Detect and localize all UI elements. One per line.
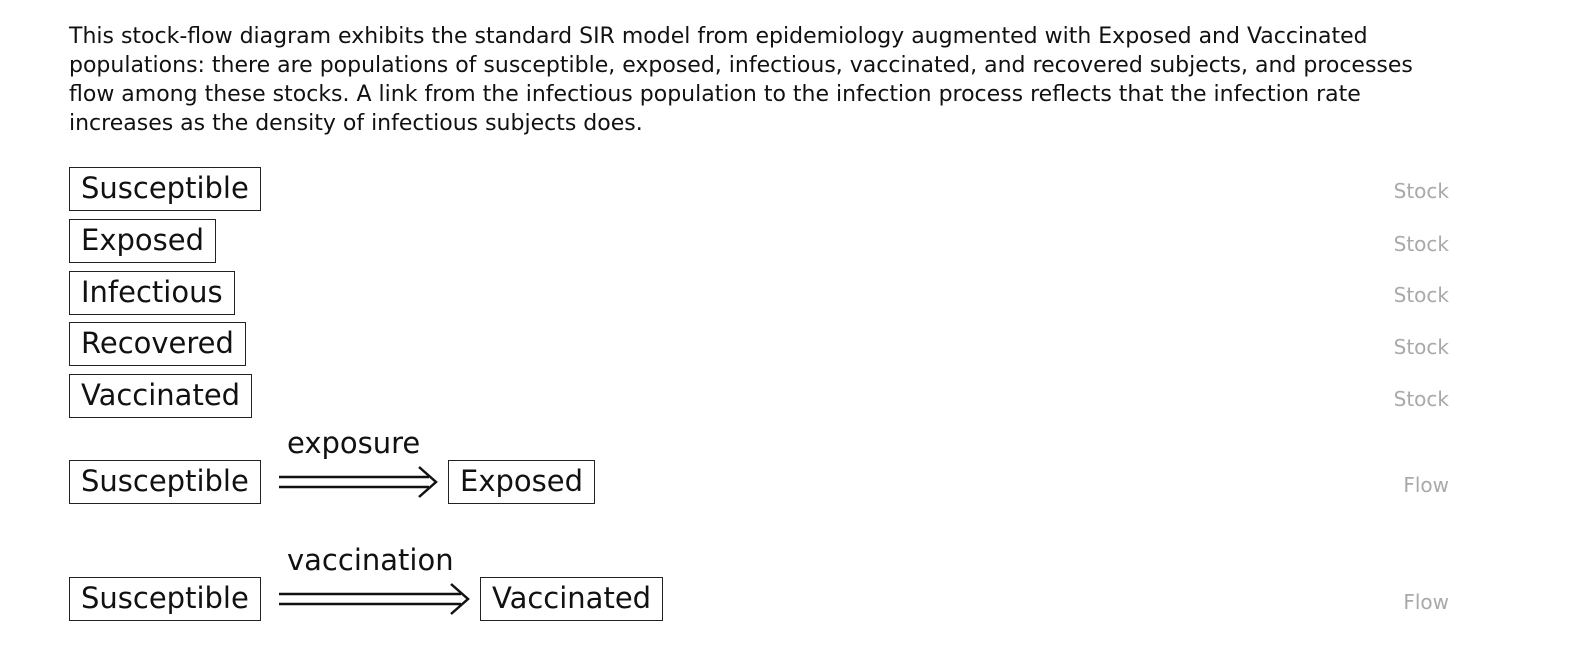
double-arrow-icon xyxy=(279,583,470,615)
flow-target-box: Exposed xyxy=(448,460,595,504)
stock-box-vaccinated: Vaccinated xyxy=(69,374,253,418)
double-arrow-icon xyxy=(279,466,438,498)
flow-kind-label: Flow xyxy=(1403,473,1449,497)
flow-label-vaccination: vaccination xyxy=(287,543,454,577)
flow-row-vaccination: vaccination Susceptible Vaccinated Flow xyxy=(69,541,1449,631)
stock-row-vaccinated: Vaccinated Stock xyxy=(69,374,1449,420)
stock-row-exposed: Exposed Stock xyxy=(69,219,1449,265)
flow-row-exposure: exposure Susceptible Exposed Flow xyxy=(69,424,1449,514)
stock-box-recovered: Recovered xyxy=(69,322,246,366)
flow-source-box: Susceptible xyxy=(69,577,261,621)
stock-row-infectious: Infectious Stock xyxy=(69,271,1449,317)
stock-kind-label: Stock xyxy=(1393,179,1449,203)
flow-kind-label: Flow xyxy=(1403,590,1449,614)
stock-kind-label: Stock xyxy=(1393,335,1449,359)
diagram-description: This stock-flow diagram exhibits the sta… xyxy=(69,24,1413,136)
stock-row-susceptible: Susceptible Stock xyxy=(69,167,1449,213)
flow-target-box: Vaccinated xyxy=(480,577,664,621)
stock-row-recovered: Recovered Stock xyxy=(69,322,1449,368)
stock-box-exposed: Exposed xyxy=(69,219,216,263)
flow-label-exposure: exposure xyxy=(287,426,421,460)
flow-source-box: Susceptible xyxy=(69,460,261,504)
stock-kind-label: Stock xyxy=(1393,387,1449,411)
stock-box-susceptible: Susceptible xyxy=(69,167,261,211)
stock-kind-label: Stock xyxy=(1393,232,1449,256)
stock-kind-label: Stock xyxy=(1393,283,1449,307)
stock-box-infectious: Infectious xyxy=(69,271,235,315)
